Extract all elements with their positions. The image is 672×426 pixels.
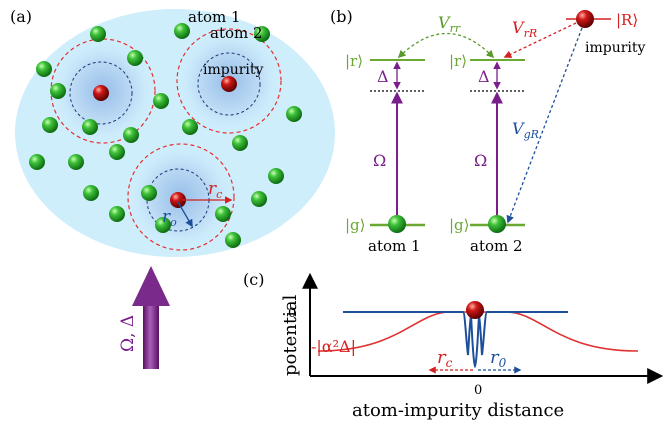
r-state-label-1: |r⟩ [345,52,363,70]
ground-atom [268,168,284,184]
panel-a-label: (a) [10,7,32,26]
y-axis-label: potential [280,294,301,376]
ground-atom-b1 [388,215,406,233]
ground-atom [251,191,267,207]
r-state-label-2: |r⟩ [449,52,467,70]
vgR-label: VgR [512,119,539,141]
ground-atom [82,119,98,135]
bare-potential-curve [343,311,568,369]
ro-label-a: ro [162,207,177,229]
ground-atom [174,23,190,39]
ground-atom [141,185,157,201]
ground-atom [127,50,143,66]
impurity-atom-1 [93,85,109,101]
ground-atom [225,232,241,248]
R-state-label: |R⟩ [616,11,638,29]
atom1-label-a: atom 1 [188,8,241,26]
vgR-arrow [506,27,583,224]
ground-atom [286,106,302,122]
vrR-arrow [503,22,577,58]
ground-atom [153,93,169,109]
ground-atom [215,206,231,222]
depth-label: -|α²Δ| [311,337,356,356]
ground-atoms [29,23,302,248]
atom1-label-b: atom 1 [368,237,421,255]
atom2-label-a: atom 2 [210,24,263,42]
panel-c-label: (c) [243,270,264,289]
impurity-atom-b [576,10,594,28]
impurity-atom-2 [221,76,237,92]
g-state-label-1: |g⟩ [345,216,366,234]
ground-atom [68,154,84,170]
rc-label-a: rc [208,179,222,201]
impurity-label-a: impurity [203,62,264,78]
y-zero-tick: 0 [288,306,296,321]
panel-c: (c) potential atom-impurity distance 0 0… [243,270,664,421]
ground-atom-b2 [488,215,506,233]
atom2-label-b: atom 2 [470,237,523,255]
laser-label: Ω, Δ [118,315,138,352]
ground-atom [109,206,125,222]
vrr-arrow [397,33,495,59]
r0-label-c: r0 [490,347,507,370]
vrr-label: Vrr [438,13,461,35]
rc-label-c: rc [437,347,453,370]
impurity-atom-c [466,301,484,319]
ground-atom [232,135,248,151]
ground-atom [109,144,125,160]
vrR-label: VrR [512,18,537,40]
ground-atom [182,119,198,135]
ground-atom [155,217,171,233]
ground-atom [254,26,270,42]
omega-label-2: Ω [474,151,487,170]
x-zero-tick: 0 [474,383,482,398]
ground-atom [83,185,99,201]
panel-a: (a) [10,7,335,369]
g-state-label-2: |g⟩ [449,216,470,234]
omega-label-1: Ω [373,151,386,170]
delta-label-2: Δ [478,67,490,86]
ground-atom [123,127,139,143]
laser-arrow [132,266,170,369]
panel-b: (b) |r⟩ |r⟩ |g⟩ |g⟩ |R⟩ Δ Δ Ω [330,7,646,255]
ground-atom [42,117,58,133]
x-axis-label: atom-impurity distance [352,400,564,421]
delta-label-1: Δ [377,67,389,86]
ground-atom [50,83,66,99]
panel-b-label: (b) [330,7,353,26]
ro-arrow [177,201,193,228]
ground-atom [29,154,45,170]
impurity-atom-3 [170,192,186,208]
ground-atom [36,61,52,77]
ground-atom [90,26,106,42]
impurity-label-b: impurity [585,40,646,56]
